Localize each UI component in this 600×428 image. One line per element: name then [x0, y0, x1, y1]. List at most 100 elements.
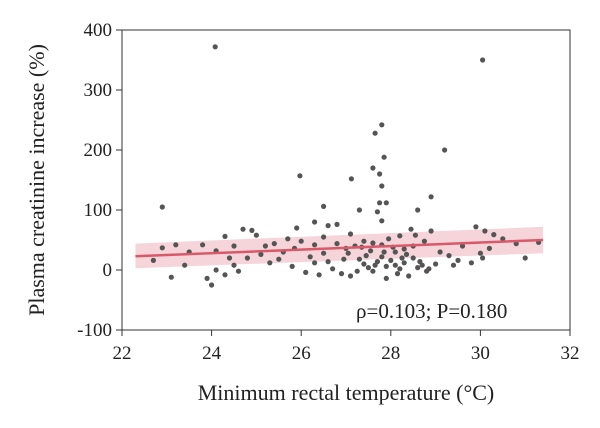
y-ticks: 400 300 200 100 0 -100: [77, 20, 122, 341]
data-point: [307, 254, 313, 260]
data-point: [231, 243, 237, 249]
data-point: [417, 259, 423, 265]
data-point: [392, 262, 398, 268]
data-point: [379, 254, 385, 260]
x-tick-label: 32: [561, 343, 580, 364]
data-point: [370, 165, 376, 171]
data-point: [491, 232, 497, 238]
x-tick-label: 30: [471, 343, 490, 364]
data-point: [303, 269, 309, 275]
data-point: [312, 260, 318, 266]
data-point: [271, 241, 277, 247]
data-point: [334, 241, 340, 247]
data-point: [297, 173, 303, 179]
data-point: [173, 242, 179, 248]
data-point: [249, 227, 255, 233]
data-point: [455, 257, 461, 263]
data-point: [200, 242, 206, 248]
data-point: [222, 272, 228, 278]
data-point: [446, 253, 452, 259]
data-point: [168, 274, 174, 280]
data-point: [403, 251, 410, 257]
data-point: [253, 232, 259, 238]
data-point: [383, 200, 389, 206]
data-point: [276, 256, 282, 262]
x-tick-label: 22: [113, 343, 132, 364]
data-point: [204, 275, 210, 281]
data-point: [370, 240, 376, 246]
data-point: [426, 266, 432, 272]
data-point: [468, 260, 474, 266]
y-tick-label: 0: [103, 260, 113, 281]
fit-line-layer: [135, 238, 544, 258]
data-point: [477, 250, 483, 256]
data-point: [459, 243, 466, 249]
data-point: [408, 226, 414, 232]
data-point: [415, 265, 421, 271]
data-point: [356, 207, 362, 213]
data-point: [406, 273, 412, 279]
data-point: [212, 44, 218, 50]
data-point: [392, 249, 398, 255]
data-point: [244, 255, 250, 261]
data-point: [372, 262, 378, 268]
data-point: [345, 250, 351, 256]
data-point: [433, 261, 439, 267]
data-point: [374, 209, 380, 215]
data-point: [410, 255, 416, 261]
data-point: [473, 224, 479, 230]
data-point: [231, 262, 237, 268]
data-point: [298, 238, 304, 244]
data-point: [480, 255, 486, 261]
data-point: [321, 203, 327, 209]
regression-line: [135, 238, 544, 258]
data-point: [334, 221, 340, 227]
x-tick-label: 24: [202, 343, 222, 364]
data-point: [347, 273, 354, 279]
data-point: [330, 266, 336, 272]
data-point: [325, 259, 331, 265]
data-point: [325, 223, 331, 229]
data-point: [381, 154, 387, 160]
data-point: [486, 245, 492, 251]
data-point: [235, 268, 242, 274]
x-axis-title: Minimum rectal temperature (°C): [198, 380, 495, 405]
data-point: [356, 256, 362, 262]
data-point: [321, 234, 327, 240]
data-point: [258, 251, 264, 257]
data-point: [421, 238, 427, 244]
data-point: [312, 242, 318, 248]
data-point: [428, 228, 434, 234]
data-point: [363, 253, 369, 259]
data-point: [338, 271, 345, 277]
data-point: [321, 250, 327, 256]
data-point: [285, 236, 291, 242]
data-point: [500, 236, 506, 242]
y-tick-label: 300: [84, 80, 113, 101]
data-point: [428, 194, 434, 200]
data-point: [368, 248, 374, 254]
data-point: [226, 255, 233, 261]
data-point: [372, 130, 378, 136]
data-point: [159, 204, 165, 210]
data-point: [347, 231, 354, 237]
data-point: [341, 256, 347, 262]
data-point: [365, 265, 371, 271]
plot-area: [121, 29, 571, 331]
data-point: [377, 200, 383, 206]
y-tick-label: 100: [84, 200, 113, 221]
annotation-text: ρ=0.103; P=0.180: [356, 299, 507, 323]
data-point: [348, 176, 354, 182]
data-point: [399, 255, 405, 261]
data-point: [312, 219, 318, 225]
data-point: [522, 255, 528, 261]
data-point: [381, 249, 387, 255]
y-tick-label: -100: [77, 320, 112, 341]
data-point: [379, 122, 385, 128]
data-point: [450, 262, 457, 268]
y-tick-label: 400: [84, 20, 113, 41]
data-point: [354, 268, 360, 274]
data-point: [213, 267, 219, 273]
data-point: [361, 261, 367, 267]
